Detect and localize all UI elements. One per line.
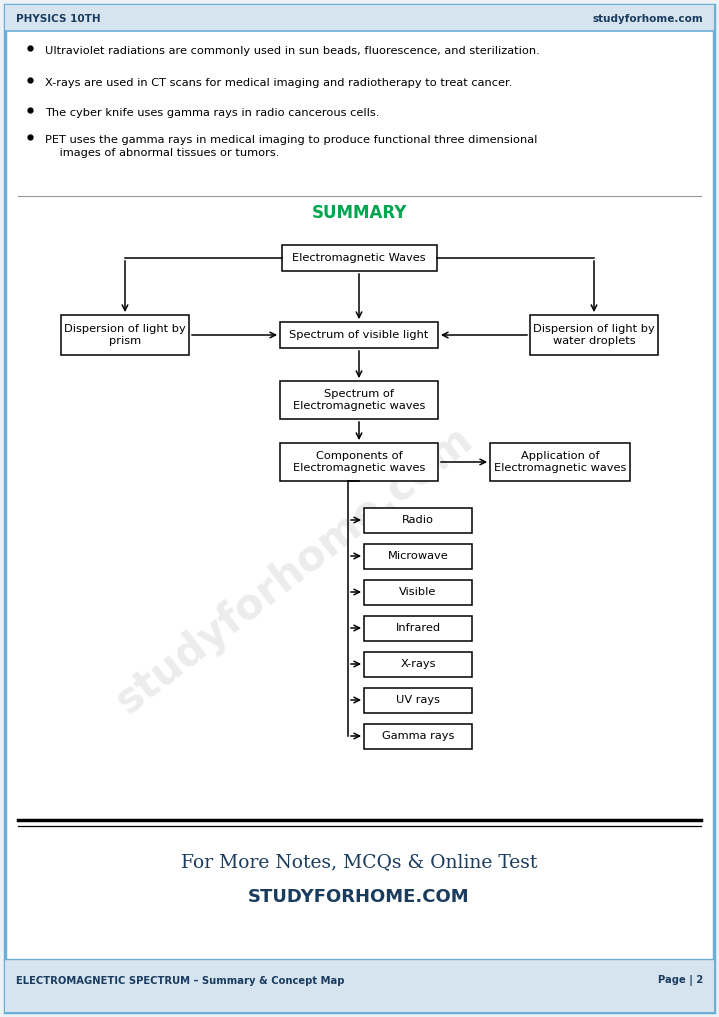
- Text: Gamma rays: Gamma rays: [382, 731, 454, 741]
- Text: Microwave: Microwave: [388, 551, 449, 561]
- Bar: [490, 443, 630, 481]
- Text: Electromagnetic Waves: Electromagnetic Waves: [292, 253, 426, 263]
- Text: Ultraviolet radiations are commonly used in sun beads, fluorescence, and sterili: Ultraviolet radiations are commonly used…: [45, 46, 540, 56]
- Bar: [364, 687, 472, 713]
- Text: Spectrum of
Electromagnetic waves: Spectrum of Electromagnetic waves: [293, 388, 425, 412]
- Text: SUMMARY: SUMMARY: [311, 204, 407, 222]
- Bar: [280, 381, 438, 419]
- Text: UV rays: UV rays: [396, 695, 440, 705]
- Text: studyforhome.com: studyforhome.com: [592, 13, 703, 23]
- Text: ELECTROMAGNETIC SPECTRUM – Summary & Concept Map: ELECTROMAGNETIC SPECTRUM – Summary & Con…: [16, 976, 344, 986]
- Text: Radio: Radio: [402, 515, 434, 525]
- Text: STUDYFORHOME.COM: STUDYFORHOME.COM: [248, 888, 470, 906]
- Text: For More Notes, MCQs & Online Test: For More Notes, MCQs & Online Test: [180, 853, 537, 871]
- Bar: [530, 315, 658, 355]
- Bar: [61, 315, 189, 355]
- Text: Application of
Electromagnetic waves: Application of Electromagnetic waves: [494, 451, 626, 473]
- Text: PHYSICS 10TH: PHYSICS 10TH: [16, 13, 101, 23]
- Text: Dispersion of light by
water droplets: Dispersion of light by water droplets: [533, 323, 655, 347]
- Bar: [364, 615, 472, 641]
- Text: The cyber knife uses gamma rays in radio cancerous cells.: The cyber knife uses gamma rays in radio…: [45, 108, 380, 118]
- Text: Components of
Electromagnetic waves: Components of Electromagnetic waves: [293, 451, 425, 473]
- Bar: [364, 543, 472, 569]
- Bar: [280, 443, 438, 481]
- Text: Dispersion of light by
prism: Dispersion of light by prism: [64, 323, 186, 347]
- Text: X-rays are used in CT scans for medical imaging and radiotherapy to treat cancer: X-rays are used in CT scans for medical …: [45, 78, 513, 88]
- Bar: [280, 322, 438, 348]
- Bar: [364, 507, 472, 533]
- Bar: [5, 959, 714, 1012]
- Bar: [364, 652, 472, 676]
- Text: Infrared: Infrared: [395, 623, 441, 633]
- Text: X-rays: X-rays: [400, 659, 436, 669]
- Text: Page | 2: Page | 2: [658, 975, 703, 986]
- Bar: [282, 245, 436, 271]
- Text: PET uses the gamma rays in medical imaging to produce functional three dimension: PET uses the gamma rays in medical imagi…: [45, 135, 537, 159]
- Bar: [5, 5, 714, 31]
- Text: studyforhome.com: studyforhome.com: [109, 418, 482, 722]
- Bar: [364, 580, 472, 604]
- Text: Spectrum of visible light: Spectrum of visible light: [289, 330, 429, 340]
- Bar: [364, 723, 472, 749]
- Text: Visible: Visible: [399, 587, 436, 597]
